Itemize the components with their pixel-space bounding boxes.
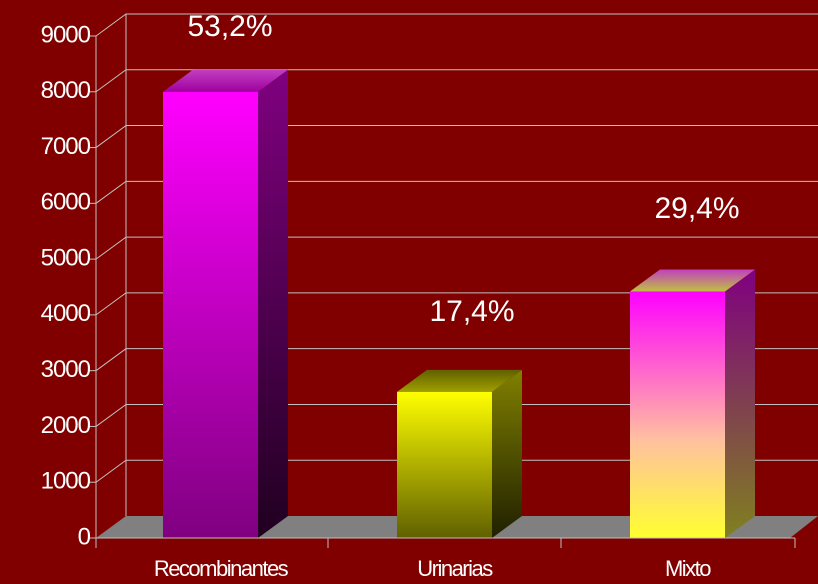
- grid-line: [95, 403, 818, 427]
- bar: [397, 391, 492, 538]
- y-tick-label: 0: [78, 523, 91, 550]
- bar-top: [397, 369, 522, 392]
- y-tick-label: 1000: [41, 468, 91, 495]
- x-tick-label: Urinarias: [417, 556, 493, 581]
- grid-line: [95, 348, 818, 372]
- grid-line: [95, 236, 818, 260]
- grid-line: [95, 125, 818, 148]
- bar: [630, 291, 725, 538]
- bar-side: [725, 269, 755, 538]
- y-tick-label: 6000: [41, 189, 91, 216]
- y-tick-label: 8000: [41, 77, 91, 104]
- y-tick-label: 9000: [41, 21, 91, 48]
- grid-line: [95, 459, 818, 483]
- percent-label: 53,2%: [187, 10, 272, 43]
- y-tick-label: 3000: [41, 356, 91, 383]
- grid-line: [95, 69, 818, 93]
- y-tick-label: 5000: [41, 244, 91, 271]
- y-tick-label: 7000: [41, 133, 91, 160]
- x-tick-label: Recombinantes: [154, 556, 289, 581]
- grid-line: [95, 13, 818, 37]
- y-tick-label: 2000: [41, 412, 91, 439]
- bar-side: [492, 369, 522, 538]
- x-tick-label: Mixto: [665, 556, 711, 581]
- grid-line: [95, 180, 818, 204]
- grid-line: [95, 292, 818, 316]
- percent-label: 29,4%: [654, 192, 739, 225]
- bar-top: [630, 269, 755, 292]
- bar-side: [258, 69, 288, 539]
- y-tick-label: 4000: [41, 300, 91, 327]
- bar: [163, 91, 258, 539]
- bar-top: [163, 69, 288, 92]
- percent-label: 17,4%: [429, 295, 514, 328]
